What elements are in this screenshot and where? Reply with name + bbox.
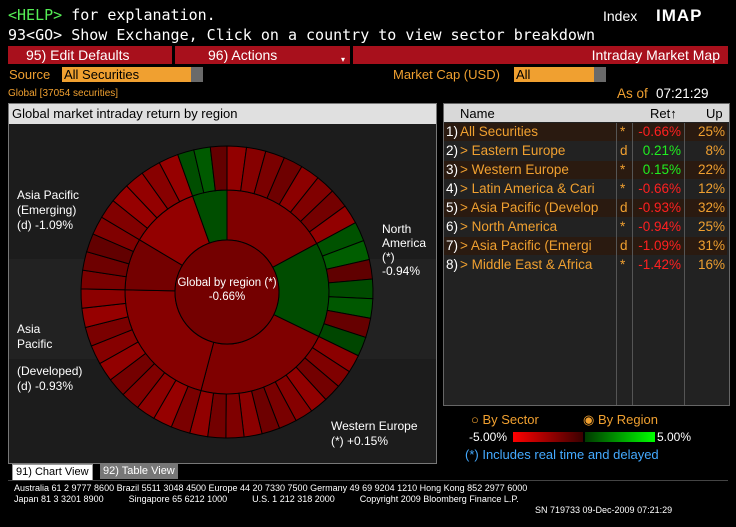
row-name: All Securities xyxy=(460,124,539,139)
row-return: 0.21% xyxy=(642,143,681,158)
row-name: > Western Europe xyxy=(460,162,569,177)
footer-line3: SN 719733 09-Dec-2009 07:21:29 xyxy=(535,505,673,515)
center-label[interactable]: Global by region (*) -0.66% xyxy=(177,277,277,303)
universe-label: Global [37054 securities] xyxy=(8,88,119,99)
table-row[interactable]: 6) > North America * -0.94% 25% xyxy=(444,218,727,236)
table-header: Name Ret↑ Up xyxy=(444,104,729,122)
row-flag: * xyxy=(620,124,626,139)
row-up-pct: 22% xyxy=(697,162,725,177)
row-up-pct: 12% xyxy=(697,181,725,196)
table-row[interactable]: 4) > Latin America & Cari * -0.66% 12% xyxy=(444,180,727,198)
sunburst-chart[interactable] xyxy=(9,124,436,462)
label-asia-pacific-developed: Asia Pacific (Developed) (d) -0.93% xyxy=(17,322,83,393)
row-flag: d xyxy=(620,238,628,253)
row-number: 2) xyxy=(446,143,459,158)
row-up-pct: 25% xyxy=(697,219,725,234)
row-return: -0.93% xyxy=(638,200,681,215)
row-return: -0.66% xyxy=(638,124,681,139)
index-label: Index xyxy=(603,8,638,24)
as-of-time: 07:21:29 xyxy=(656,86,709,101)
table-row[interactable]: 1) All Securities * -0.66% 25% xyxy=(444,123,727,141)
negative-gradient xyxy=(513,432,583,442)
help-key[interactable]: <HELP> xyxy=(8,6,63,24)
col-name-header[interactable]: Name xyxy=(460,106,495,121)
row-flag: * xyxy=(620,257,626,272)
row-name: > Asia Pacific (Develop xyxy=(460,200,599,215)
marketcap-label: Market Cap (USD) xyxy=(393,67,500,82)
page-title: Intraday Market Map xyxy=(591,47,720,63)
menu-bar: 95) Edit Defaults 96) Actions ▾ Intraday… xyxy=(8,46,728,64)
row-name: > North America xyxy=(460,219,558,234)
row-flag: d xyxy=(620,143,628,158)
row-number: 7) xyxy=(446,238,459,253)
go-line: 93<GO> Show Exchange, Click on a country… xyxy=(8,26,595,44)
by-sector-radio[interactable]: ○ By Sector xyxy=(471,412,539,427)
actions-dropdown-icon: ▾ xyxy=(341,55,346,64)
row-return: -1.09% xyxy=(638,238,681,253)
table-row[interactable]: 2) > Eastern Europe d 0.21% 8% xyxy=(444,142,727,160)
source-dropdown-button[interactable] xyxy=(191,67,203,82)
row-flag: * xyxy=(620,162,626,177)
row-name: > Middle East & Africa xyxy=(460,257,593,272)
by-region-radio[interactable]: ◉ By Region xyxy=(583,412,658,427)
function-code: IMAP xyxy=(656,6,703,25)
footer-line2: Japan 81 3 3201 8900 Singapore 65 6212 1… xyxy=(14,494,519,504)
row-name: > Asia Pacific (Emergi xyxy=(460,238,592,253)
table-row[interactable]: 5) > Asia Pacific (Develop d -0.93% 32% xyxy=(444,199,727,217)
table-row[interactable]: 8) > Middle East & Africa * -1.42% 16% xyxy=(444,256,727,274)
col-ret-header[interactable]: Ret↑ xyxy=(650,106,677,121)
go-text: Show Exchange, Click on a country to vie… xyxy=(62,26,596,44)
row-flag: * xyxy=(620,181,626,196)
row-flag: d xyxy=(620,200,628,215)
help-text: for explanation. xyxy=(62,6,216,24)
help-line: <HELP> for explanation. xyxy=(8,6,216,24)
row-name: > Latin America & Cari xyxy=(460,181,595,196)
actions-button[interactable]: 96) Actions xyxy=(208,47,278,63)
chart-title: Global market intraday return by region xyxy=(12,106,238,121)
color-legend: ○ By Sector ◉ By Region -5.00% 5.00% (*)… xyxy=(443,407,728,462)
label-western-europe: Western Europe (*) +0.15% xyxy=(331,419,418,448)
source-label: Source xyxy=(9,67,51,82)
chart-panel: Global market intraday return by region … xyxy=(8,103,437,464)
row-up-pct: 16% xyxy=(697,257,725,272)
center-disc[interactable] xyxy=(174,239,280,345)
marketcap-field[interactable]: All xyxy=(514,67,594,82)
row-up-pct: 32% xyxy=(697,200,725,215)
footer-line1: Australia 61 2 9777 8600 Brazil 5511 304… xyxy=(14,483,528,493)
source-field[interactable]: All Securities xyxy=(62,67,191,82)
tab-chart-view[interactable]: 91) Chart View xyxy=(12,464,93,481)
marketcap-dropdown-button[interactable] xyxy=(594,67,606,82)
row-return: -0.94% xyxy=(638,219,681,234)
edit-defaults-button[interactable]: 95) Edit Defaults xyxy=(26,47,130,63)
row-return: 0.15% xyxy=(642,162,681,177)
row-flag: * xyxy=(620,219,626,234)
table-row[interactable]: 7) > Asia Pacific (Emergi d -1.09% 31% xyxy=(444,237,727,255)
row-name: > Eastern Europe xyxy=(460,143,566,158)
row-number: 3) xyxy=(446,162,459,177)
exchange-segment[interactable] xyxy=(209,145,228,192)
row-up-pct: 31% xyxy=(697,238,725,253)
go-key[interactable]: 93<GO> xyxy=(8,26,63,44)
row-up-pct: 8% xyxy=(705,143,725,158)
positive-gradient xyxy=(585,432,655,442)
tab-table-view[interactable]: 92) Table View xyxy=(100,464,178,479)
region-table: Name Ret↑ Up 1) All Securities * -0.66% 25% 2… xyxy=(443,103,730,406)
table-row[interactable]: 3) > Western Europe * 0.15% 22% xyxy=(444,161,727,179)
row-number: 8) xyxy=(446,257,459,272)
row-number: 4) xyxy=(446,181,459,196)
row-return: -1.42% xyxy=(638,257,681,272)
exchange-segment[interactable] xyxy=(328,278,374,300)
legend-max: 5.00% xyxy=(657,430,692,444)
row-up-pct: 25% xyxy=(697,124,725,139)
legend-note: (*) Includes real time and delayed xyxy=(465,447,659,462)
row-number: 6) xyxy=(446,219,459,234)
row-number: 5) xyxy=(446,200,459,215)
label-asia-pacific-emerging: Asia Pacific (Emerging) (d) -1.09% xyxy=(17,188,80,232)
as-of-label: As of xyxy=(617,86,648,101)
col-up-header[interactable]: Up xyxy=(706,106,723,121)
row-number: 1) xyxy=(446,124,459,139)
legend-min: -5.00% xyxy=(469,430,508,444)
row-return: -0.66% xyxy=(638,181,681,196)
label-north-america: North America (*) -0.94% xyxy=(382,222,427,278)
